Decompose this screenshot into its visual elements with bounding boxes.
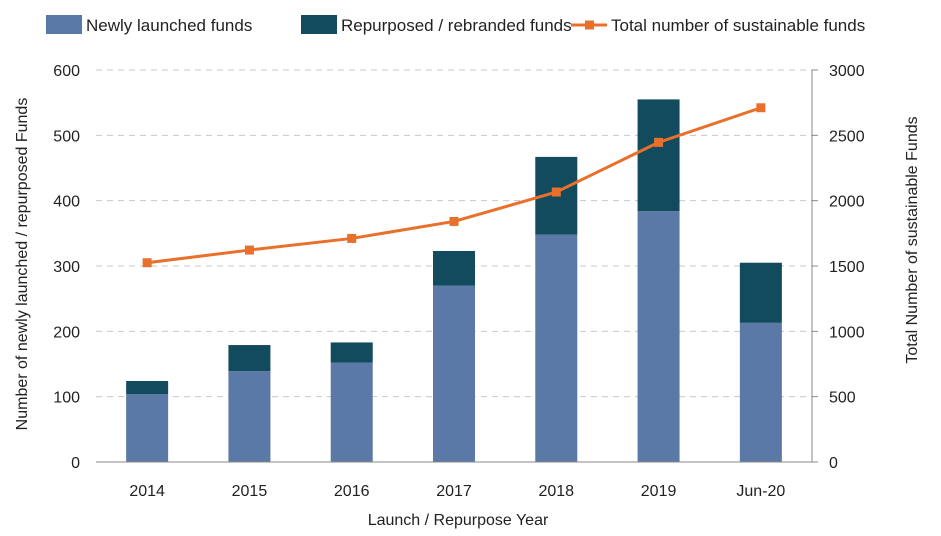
bar-repurposed-rebranded-funds: [739, 262, 782, 323]
left-y-tick-label: 400: [53, 194, 80, 211]
x-tick-label: 2018: [538, 483, 574, 500]
bar-newly-launched-funds: [330, 362, 373, 462]
bar-repurposed-rebranded-funds: [126, 380, 169, 395]
right-y-tick-label: 2000: [829, 194, 865, 211]
x-tick-label: 2016: [334, 483, 370, 500]
legend-label: Total number of sustainable funds: [611, 16, 865, 35]
bar-newly-launched-funds: [228, 371, 271, 462]
legend-label: Repurposed / rebranded funds: [341, 16, 572, 35]
legend-label: Newly launched funds: [86, 16, 252, 35]
legend-swatch-newly-launched-funds: [46, 15, 82, 34]
left-y-tick-label: 300: [53, 259, 80, 276]
total-funds-line: [142, 103, 766, 268]
right-y-tick-label: 2500: [829, 128, 865, 145]
left-y-tick-label: 600: [53, 63, 80, 80]
bar-newly-launched-funds: [739, 322, 782, 462]
bar-repurposed-rebranded-funds: [637, 99, 680, 212]
legend-swatch-marker: [585, 20, 594, 30]
bars: [126, 99, 782, 462]
x-tick-label: 2014: [129, 483, 165, 500]
x-axis-title: Launch / Repurpose Year: [368, 512, 549, 529]
bar-newly-launched-funds: [433, 285, 475, 462]
x-tick-label: 2015: [232, 483, 268, 500]
bar-repurposed-rebranded-funds: [228, 345, 271, 372]
line-marker: [142, 258, 152, 268]
x-tick-label: 2019: [641, 483, 677, 500]
line-marker: [756, 103, 766, 113]
bar-newly-launched-funds: [637, 211, 680, 462]
line-marker: [551, 187, 561, 197]
line-marker: [347, 233, 357, 243]
bar-repurposed-rebranded-funds: [330, 342, 373, 363]
right-y-tick-label: 3000: [829, 63, 865, 80]
right-y-tick-label: 500: [829, 390, 856, 407]
bar-newly-launched-funds: [535, 234, 578, 462]
right-y-tick-label: 0: [829, 455, 838, 472]
right-y-tick-label: 1000: [829, 324, 865, 341]
legend-swatch-repurposed-rebranded-funds: [301, 15, 337, 34]
bar-newly-launched-funds: [126, 394, 169, 462]
left-y-tick-label: 500: [53, 128, 80, 145]
x-tick-label: Jun-20: [736, 483, 785, 500]
left-y-axis-title: Number of newly launched / repurposed Fu…: [14, 98, 31, 431]
right-y-tick-label: 1500: [829, 259, 865, 276]
left-y-tick-label: 100: [53, 390, 80, 407]
line-marker: [449, 216, 459, 226]
right-y-axis-title: Total Number of sustainable Funds: [904, 116, 921, 363]
left-y-tick-label: 0: [71, 455, 80, 472]
line-marker: [244, 245, 254, 255]
line-marker: [654, 137, 664, 147]
bar-repurposed-rebranded-funds: [433, 250, 475, 286]
x-tick-label: 2017: [436, 483, 472, 500]
legend: Newly launched funds Repurposed / rebrand…: [46, 15, 865, 35]
axes: 0 100 200 300 400 500 600 0 500 1000 1500 2000 2500 3…: [53, 63, 864, 500]
left-y-tick-label: 200: [53, 324, 80, 341]
